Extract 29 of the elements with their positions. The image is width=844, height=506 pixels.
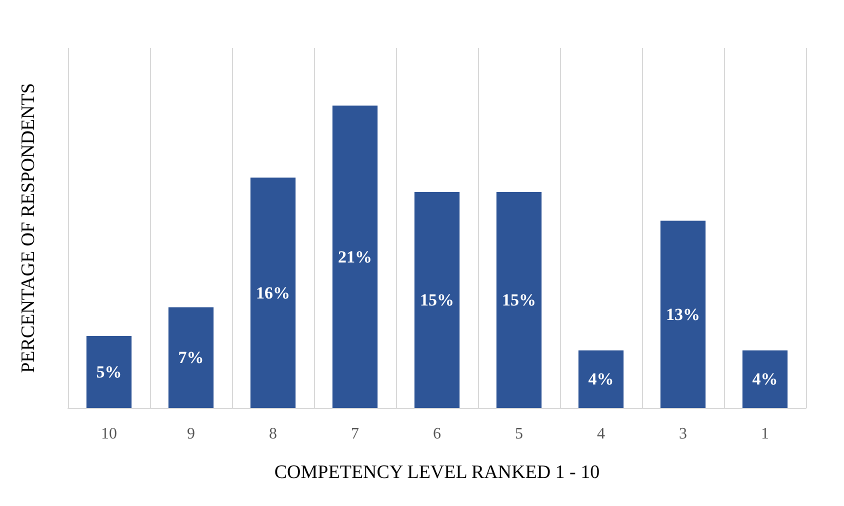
data-label: 13% [666, 304, 700, 324]
data-label: 4% [588, 370, 614, 389]
x-tick-label: 1 [761, 426, 769, 442]
bar [578, 350, 624, 408]
x-tick-label: 7 [351, 426, 359, 442]
x-tick-label: 4 [597, 426, 605, 442]
y-axis-title: PERCENTAGE OF RESPONDENTS [18, 83, 39, 373]
bar [86, 336, 132, 408]
bar [742, 350, 788, 408]
bar [414, 192, 460, 408]
x-axis-title: COMPETENCY LEVEL RANKED 1 - 10 [274, 462, 600, 483]
data-label: 15% [502, 290, 536, 310]
data-label: 7% [178, 348, 204, 368]
bar [168, 307, 214, 408]
x-tick-label: 10 [101, 426, 117, 442]
data-label: 16% [256, 283, 290, 302]
bar [332, 106, 378, 408]
bar [660, 220, 706, 408]
data-label: 5% [96, 362, 122, 382]
data-label: 15% [420, 290, 454, 310]
x-tick-label: 5 [515, 426, 523, 442]
bar [250, 178, 296, 408]
x-tick-label: 6 [433, 426, 441, 442]
data-label: 21% [338, 247, 372, 266]
x-tick-label: 8 [269, 426, 277, 442]
x-tick-label: 3 [679, 426, 687, 442]
x-tick-label: 9 [187, 426, 195, 442]
bar [496, 192, 542, 408]
data-label: 4% [752, 370, 778, 389]
